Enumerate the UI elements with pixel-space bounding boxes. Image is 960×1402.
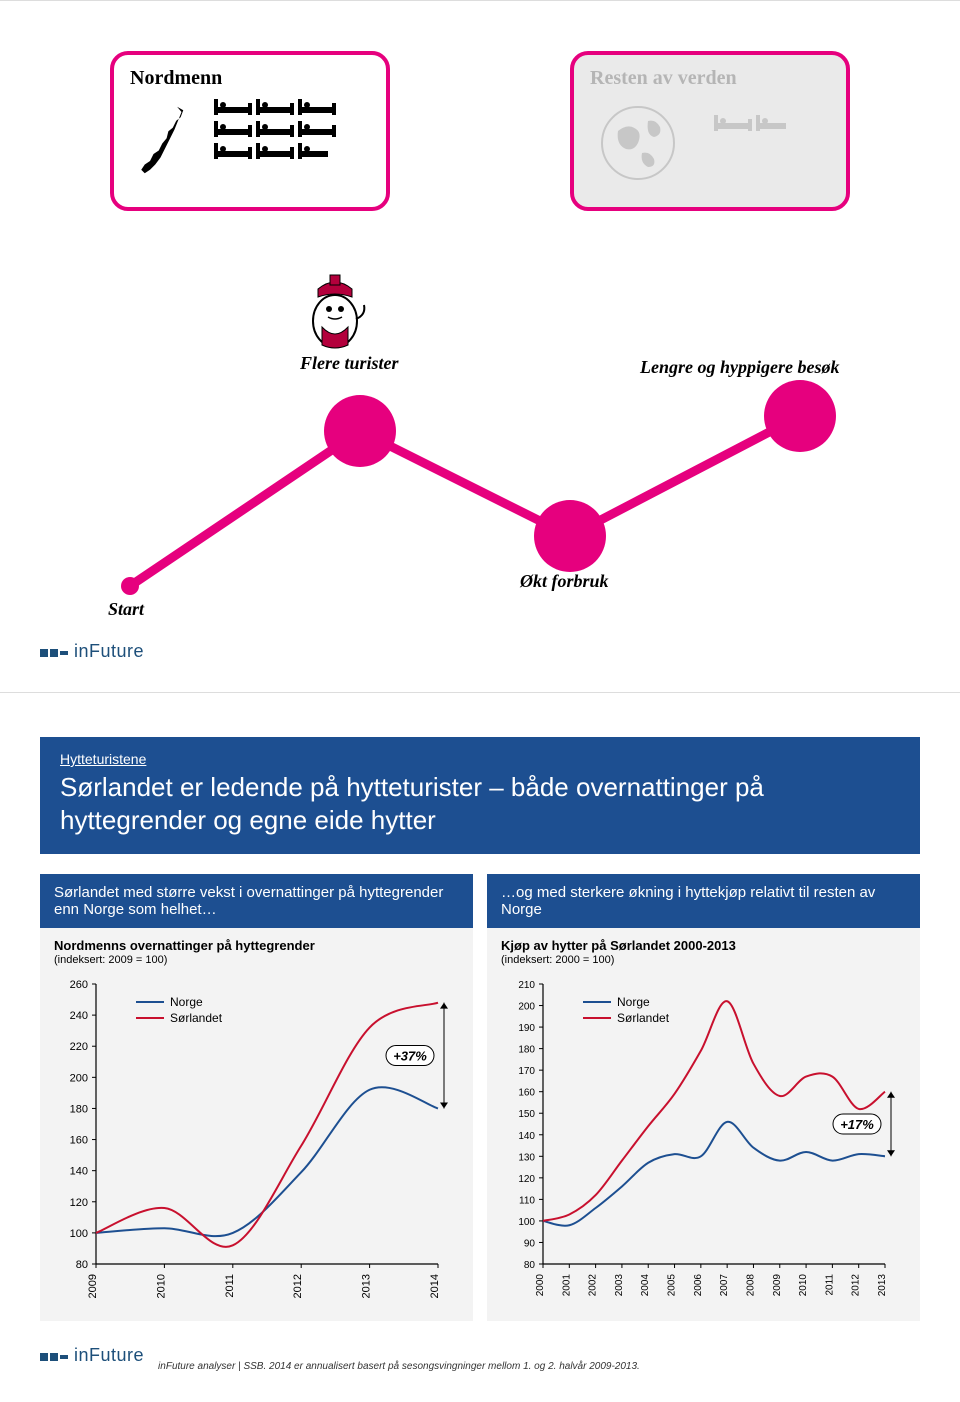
svg-text:180: 180: [70, 1103, 88, 1115]
svg-text:240: 240: [70, 1010, 88, 1022]
norway-map-icon: [134, 105, 194, 175]
title-sup: Hytteturistene: [60, 751, 900, 767]
svg-text:200: 200: [518, 1002, 535, 1013]
svg-text:Norge: Norge: [170, 995, 203, 1009]
svg-text:150: 150: [518, 1109, 535, 1120]
svg-text:Sørlandet: Sørlandet: [170, 1011, 223, 1025]
svg-text:160: 160: [518, 1088, 535, 1099]
svg-text:2013: 2013: [361, 1274, 373, 1298]
svg-text:2007: 2007: [719, 1274, 730, 1297]
chart1-subtitle: Nordmenns overnattinger på hyttegrender: [40, 928, 473, 953]
svg-text:+37%: +37%: [393, 1049, 427, 1064]
svg-text:Sørlandet: Sørlandet: [617, 1011, 670, 1025]
chart2-header: …og med sterkere økning i hyttekjøp rela…: [487, 874, 920, 928]
mascot-icon: [300, 271, 370, 351]
svg-text:160: 160: [70, 1135, 88, 1147]
svg-text:140: 140: [518, 1131, 535, 1142]
svg-text:2000: 2000: [535, 1274, 546, 1297]
svg-text:2003: 2003: [614, 1274, 625, 1297]
beds-faded: [714, 113, 794, 135]
svg-text:2011: 2011: [824, 1274, 835, 1296]
svg-text:2013: 2013: [877, 1274, 888, 1297]
svg-text:2004: 2004: [640, 1274, 651, 1297]
svg-text:2009: 2009: [87, 1274, 99, 1298]
svg-text:2010: 2010: [798, 1274, 809, 1297]
svg-text:2008: 2008: [745, 1274, 756, 1297]
svg-text:140: 140: [70, 1166, 88, 1178]
chart1-svg: 80 100 120 140 160 180 200 220 240 260 2009 2010 201…: [54, 974, 454, 1304]
slide-journey: Nordmenn Resten av verden: [0, 0, 960, 692]
card-label: Resten av verden: [590, 67, 830, 90]
svg-text:180: 180: [518, 1045, 535, 1056]
chart2-subtitle: Kjøp av hytter på Sørlandet 2000-2013: [487, 928, 920, 953]
cards-row: Nordmenn Resten av verden: [40, 51, 920, 211]
infuture-logo: inFuture: [40, 1345, 144, 1366]
logo-text: inFuture: [74, 641, 144, 661]
slide-charts: Hytteturistene Sørlandet er ledende på h…: [0, 692, 960, 1402]
card-label: Nordmenn: [130, 67, 370, 90]
svg-text:80: 80: [76, 1259, 88, 1271]
svg-text:220: 220: [70, 1041, 88, 1053]
card-resten: Resten av verden: [570, 51, 850, 211]
title-bar: Hytteturistene Sørlandet er ledende på h…: [40, 737, 920, 854]
svg-text:2001: 2001: [561, 1274, 572, 1297]
logo-text: inFuture: [74, 1345, 144, 1365]
chart-panel-2: …og med sterkere økning i hyttekjøp rela…: [487, 874, 920, 1321]
svg-text:110: 110: [519, 1195, 535, 1206]
label-lengre: Lengre og hyppigere besøk: [640, 357, 839, 378]
svg-text:2006: 2006: [693, 1274, 704, 1297]
svg-text:200: 200: [70, 1072, 88, 1084]
beds-grid: [214, 97, 336, 163]
svg-text:80: 80: [524, 1260, 536, 1271]
chart1-header: Sørlandet med større vekst i overnatting…: [40, 874, 473, 928]
svg-text:Norge: Norge: [617, 995, 650, 1009]
svg-text:2011: 2011: [224, 1274, 236, 1298]
label-okt: Økt forbruk: [520, 571, 609, 592]
svg-text:210: 210: [518, 980, 535, 991]
svg-text:+17%: +17%: [840, 1117, 874, 1132]
svg-text:120: 120: [518, 1174, 535, 1185]
svg-text:2010: 2010: [155, 1274, 167, 1298]
globe-icon: [598, 103, 678, 183]
svg-text:2009: 2009: [772, 1274, 783, 1297]
label-flere: Flere turister: [300, 353, 399, 374]
charts-row: Sørlandet med større vekst i overnatting…: [40, 874, 920, 1321]
label-start: Start: [108, 599, 144, 620]
svg-text:2002: 2002: [588, 1274, 599, 1297]
chart1-index: (indeksert: 2009 = 100): [40, 953, 473, 970]
svg-text:190: 190: [518, 1023, 535, 1034]
title-main: Sørlandet er ledende på hytteturister – …: [60, 771, 900, 836]
card-nordmenn: Nordmenn: [110, 51, 390, 211]
svg-text:100: 100: [518, 1217, 535, 1228]
svg-text:90: 90: [524, 1238, 536, 1249]
svg-text:260: 260: [70, 979, 88, 991]
svg-text:120: 120: [70, 1197, 88, 1209]
svg-text:100: 100: [70, 1228, 88, 1240]
svg-text:2005: 2005: [667, 1274, 678, 1297]
chart2-index: (indeksert: 2000 = 100): [487, 953, 920, 970]
journey-chart: Flere turister Lengre og hyppigere besøk…: [100, 361, 860, 621]
chart2-svg: 80 90 100 110 120 130 140 150 160 170 180 190 200 210…: [501, 974, 901, 1304]
svg-text:130: 130: [518, 1152, 535, 1163]
svg-text:2012: 2012: [292, 1274, 304, 1298]
chart-panel-1: Sørlandet med større vekst i overnatting…: [40, 874, 473, 1321]
infuture-logo: inFuture: [40, 641, 920, 662]
svg-text:2014: 2014: [429, 1274, 441, 1298]
svg-text:170: 170: [518, 1066, 535, 1077]
svg-text:2012: 2012: [851, 1274, 862, 1297]
